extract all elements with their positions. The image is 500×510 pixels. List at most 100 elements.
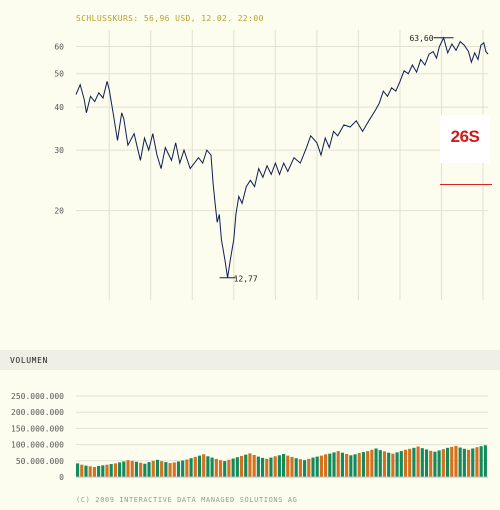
volume-bar (176, 461, 181, 477)
volume-bar (252, 454, 256, 477)
volume-bar (239, 455, 244, 477)
max-label: 63,60 (409, 34, 433, 43)
volume-bar (168, 463, 172, 477)
volume-bar (265, 458, 269, 477)
volume-bar (361, 452, 366, 477)
volume-bar (118, 462, 122, 477)
header-closing-price: SCHLUSSKURS: 56,96 USD, 12.02. 22:00 (76, 14, 264, 23)
volume-bar (277, 455, 281, 477)
volume-bar (84, 465, 88, 477)
volume-bar (218, 460, 223, 477)
volume-chart: 0 50.000.000 100.000.000 150.000.000 200.000… (11, 392, 488, 482)
volume-bar (437, 450, 441, 477)
volume-bar (256, 456, 260, 477)
volume-bar (290, 456, 294, 477)
volume-bar (403, 449, 408, 477)
volume-bar (450, 446, 454, 477)
volume-bar (206, 456, 210, 477)
volume-bar (416, 446, 420, 477)
volume-bar (202, 454, 206, 477)
volume-bar (324, 454, 328, 477)
volume-bar (345, 454, 349, 477)
volume-bar (370, 449, 374, 477)
copyright-footer: (C) 2009 INTERACTIVE DATA MANAGED SOLUTI… (76, 496, 298, 504)
volume-bar (286, 455, 290, 477)
volume-y-tick-label: 0 (59, 473, 64, 482)
volume-bar (244, 454, 248, 477)
volume-bar (122, 461, 126, 477)
volume-bar (328, 453, 332, 477)
watermark-text: 26S (450, 127, 480, 146)
volume-bar (412, 447, 416, 477)
watermark-logo: 26S (440, 115, 490, 163)
volume-bar (458, 447, 462, 477)
volume-bar (307, 458, 311, 477)
volume-bar (227, 459, 231, 477)
y-tick-label: 50 (54, 70, 64, 79)
volume-title: VOLUMEN (10, 356, 48, 365)
volume-bar (130, 460, 134, 477)
volume-bar (408, 448, 412, 477)
volume-band (0, 350, 500, 370)
volume-bar (80, 464, 84, 477)
volume-bar (332, 452, 336, 477)
volume-bar (101, 465, 105, 477)
volume-bar (235, 457, 239, 477)
volume-y-tick-label: 250.000.000 (11, 392, 64, 401)
y-tick-label: 60 (54, 42, 64, 51)
volume-bar (214, 458, 218, 477)
volume-bar (113, 463, 117, 477)
volume-bar (391, 453, 395, 477)
watermark-line (440, 184, 492, 185)
volume-bar (349, 455, 353, 477)
price-chart: 2030405060200020012002200320042005200620… (54, 30, 489, 300)
volume-bar (92, 466, 96, 477)
volume-bar (189, 458, 193, 477)
volume-bar (336, 451, 340, 477)
volume-bar (185, 459, 189, 477)
volume-bar (172, 462, 176, 477)
volume-bar (193, 456, 197, 477)
volume-bar (151, 460, 155, 477)
volume-bar (311, 457, 315, 477)
volume-bar (160, 461, 164, 477)
volume-bar (454, 445, 458, 477)
volume-bar (269, 457, 273, 477)
volume-y-tick-label: 50.000.000 (16, 457, 64, 466)
volume-bar (298, 459, 302, 477)
y-tick-label: 30 (54, 146, 64, 155)
volume-bar (366, 451, 370, 477)
volume-bar (387, 452, 391, 477)
volume-y-tick-label: 200.000.000 (11, 408, 64, 417)
volume-bar (424, 449, 429, 477)
volume-bar (433, 451, 437, 477)
volume-bar (109, 464, 113, 477)
volume-bar (429, 450, 433, 477)
volume-bar (197, 455, 202, 477)
volume-bar (88, 466, 92, 477)
min-label: 12,77 (234, 275, 258, 284)
volume-bar (479, 446, 483, 477)
volume-bar (441, 449, 445, 477)
volume-bar (164, 462, 168, 477)
volume-bar (248, 453, 252, 477)
volume-bar (134, 461, 139, 477)
volume-bar (76, 463, 80, 477)
volume-bar (294, 458, 298, 477)
volume-bar (147, 462, 151, 477)
volume-bar (462, 448, 466, 477)
volume-bar (340, 452, 345, 477)
volume-bar (475, 447, 479, 477)
y-tick-label: 20 (54, 207, 64, 216)
volume-bar (143, 463, 147, 477)
volume-bar (395, 452, 399, 477)
volume-bar (282, 454, 286, 477)
volume-bar (273, 456, 277, 477)
volume-bar (353, 454, 357, 477)
volume-bar (357, 453, 361, 477)
volume-bar (231, 458, 235, 477)
volume-y-tick-label: 150.000.000 (11, 424, 64, 433)
volume-bar (105, 464, 109, 477)
volume-bar (382, 451, 387, 477)
volume-bar (181, 460, 185, 477)
